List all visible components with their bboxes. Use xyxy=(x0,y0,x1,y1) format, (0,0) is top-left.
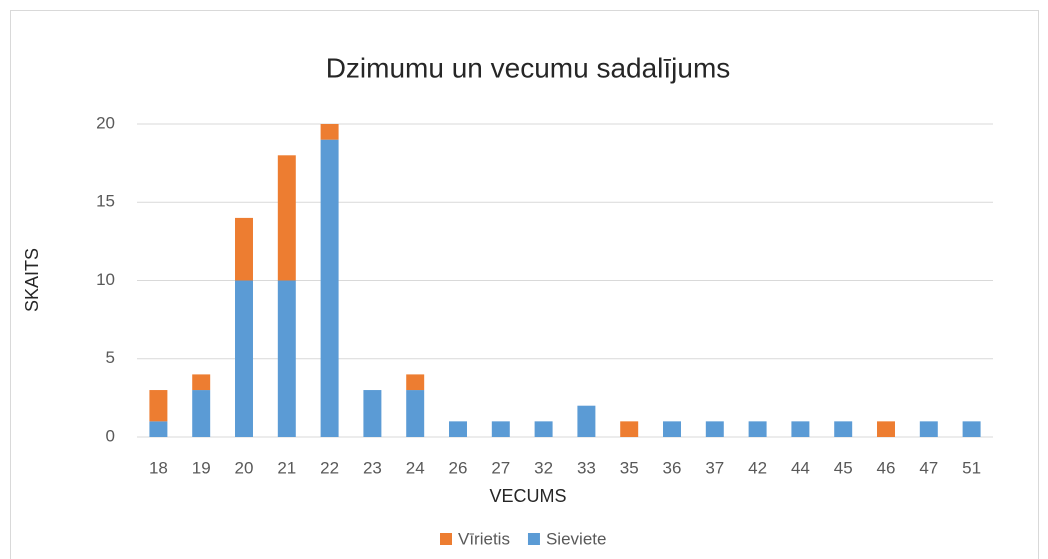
bar-segment xyxy=(962,421,981,437)
bar-segment xyxy=(235,217,253,281)
bar-segment xyxy=(406,374,425,391)
bar-segment xyxy=(705,421,724,437)
bar-segment xyxy=(534,421,553,437)
y-tick-label: 10 xyxy=(96,270,115,289)
x-tick-label: 24 xyxy=(406,458,425,477)
bar-segment xyxy=(363,390,382,437)
x-tick-label: 20 xyxy=(235,458,254,477)
x-tick-label: 18 xyxy=(149,458,168,477)
bar-segment xyxy=(149,390,168,422)
x-tick-label: 35 xyxy=(620,458,639,477)
bar-segment xyxy=(149,421,168,437)
x-tick-label: 47 xyxy=(919,458,938,477)
bar-segment xyxy=(663,421,681,437)
x-tick-label: 46 xyxy=(877,458,896,477)
y-tick-label: 20 xyxy=(96,113,115,132)
x-tick-label: 27 xyxy=(491,458,510,477)
bar-segment xyxy=(192,374,211,391)
y-tick-label: 5 xyxy=(106,348,115,367)
x-tick-label: 22 xyxy=(320,458,339,477)
x-tick-label: 33 xyxy=(577,458,596,477)
y-tick-label: 0 xyxy=(106,426,115,445)
legend-label: Vīrietis xyxy=(458,529,510,548)
x-tick-label: 36 xyxy=(663,458,682,477)
bar-segment xyxy=(320,139,339,437)
bar-segment xyxy=(577,405,596,437)
bar-segment xyxy=(235,280,253,437)
x-tick-label: 44 xyxy=(791,458,810,477)
bar-segment xyxy=(919,421,938,437)
legend-label: Sieviete xyxy=(546,529,606,548)
bar-segment xyxy=(748,421,767,437)
chart-title: Dzimumu un vecumu sadalījums xyxy=(326,52,731,83)
bar-segment xyxy=(491,421,510,437)
x-tick-label: 21 xyxy=(277,458,296,477)
bar-segment xyxy=(877,421,895,437)
bar-segment xyxy=(277,155,296,281)
y-axis-label: SKAITS xyxy=(22,248,42,312)
chart-border xyxy=(10,10,1039,559)
x-tick-label: 37 xyxy=(705,458,724,477)
bar-segment xyxy=(277,280,296,437)
legend-swatch xyxy=(440,533,452,545)
bar-segment xyxy=(834,421,853,437)
x-tick-label: 19 xyxy=(192,458,211,477)
x-tick-label: 42 xyxy=(748,458,767,477)
bar-segment xyxy=(620,421,639,437)
x-tick-label: 26 xyxy=(449,458,468,477)
bar-segment xyxy=(192,390,211,437)
bar-segment xyxy=(449,421,467,437)
bar-segment xyxy=(791,421,810,437)
x-axis-label: VECUMS xyxy=(489,486,566,506)
bar-segment xyxy=(320,124,339,140)
y-tick-label: 15 xyxy=(96,192,115,211)
legend-swatch xyxy=(527,533,540,545)
x-tick-label: 32 xyxy=(534,458,553,477)
bar-segment xyxy=(406,390,425,437)
x-tick-label: 23 xyxy=(363,458,382,477)
x-tick-label: 45 xyxy=(834,458,853,477)
x-tick-label: 51 xyxy=(962,458,981,477)
